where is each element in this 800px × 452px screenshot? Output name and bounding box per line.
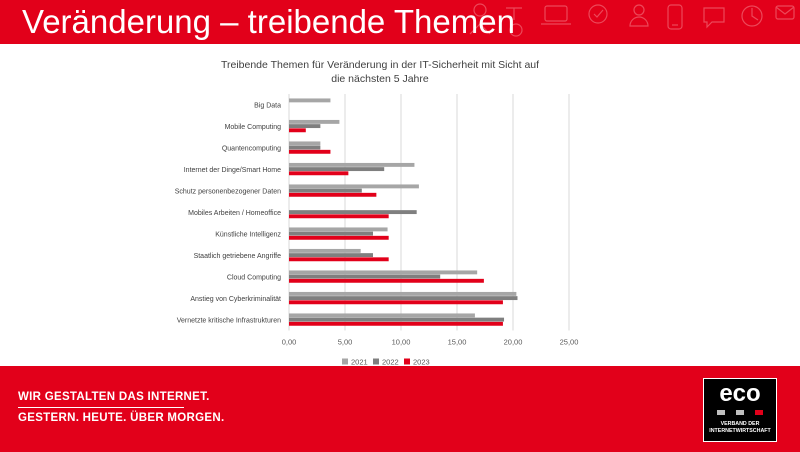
bar-2022 [289,274,441,279]
bar-chart: Treibende Themen für Veränderung in der … [175,59,579,367]
chart-title-line-2: die nächsten 5 Jahre [331,73,429,85]
tech-pattern-icon [469,3,795,37]
category-label: Internet der Dinge/Smart Home [184,167,281,174]
bar-2021 [289,98,331,103]
bar-2023 [289,257,389,262]
bar-2022 [289,124,321,129]
legend-swatch-2023 [404,358,410,365]
bar-2021 [289,270,478,275]
bar-2023 [289,235,389,240]
bar-2021 [289,119,340,124]
bar-2021 [289,313,475,318]
footer-bar: WIR GESTALTEN DAS INTERNET. GESTERN. HEU… [0,366,800,452]
bar-2023 [289,149,331,154]
bar-2022 [289,210,417,215]
bar-2023 [289,300,503,305]
category-label: Cloud Computing [227,274,281,281]
bar-2023 [289,214,389,219]
category-label: Mobile Computing [225,124,282,131]
bar-2021 [289,141,321,146]
logo-subtitle-line-1: VERBAND DER [720,421,760,427]
eco-logo[interactable]: eco VERBAND DER INTERNETWIRTSCHAFT [703,378,777,442]
bar-2022 [289,167,385,172]
category-label: Mobiles Arbeiten / Homeoffice [188,210,281,217]
legend-label: 2022 [382,358,399,367]
bar-2021 [289,248,361,253]
x-tick-label: 5,00 [338,338,353,347]
legend-swatch-2022 [373,358,379,365]
category-label: Künstliche Intelligenz [215,231,281,238]
legend-label: 2023 [413,358,430,367]
x-tick-label: 0,00 [282,338,297,347]
logo-dots [717,410,763,416]
bar-2023 [289,192,377,197]
bar-2022 [289,253,373,258]
bar-2022 [289,145,321,150]
slide-title: Veränderung – treibende Themen [22,3,515,40]
category-label: Staatlich getriebene Angriffe [194,253,282,260]
bar-2021 [289,184,419,189]
category-label: Big Data [254,102,281,109]
bar-2022 [289,296,518,301]
x-tick-label: 20,00 [504,338,523,347]
bar-2023 [289,171,349,176]
slogan-line-1: WIR GESTALTEN DAS INTERNET. [18,391,210,403]
legend-label: 2021 [351,358,368,367]
bar-2022 [289,317,505,322]
legend-swatch-2021 [342,358,348,365]
x-tick-label: 15,00 [448,338,467,347]
category-label: Vernetzte kritische Infrastrukturen [177,317,281,324]
logo-subtitle-line-2: INTERNETWIRTSCHAFT [709,428,771,434]
slogan-divider [18,407,184,408]
x-tick-label: 25,00 [560,338,579,347]
title-bar: Veränderung – treibende Themen [0,0,800,44]
slogan-line-2: GESTERN. HEUTE. ÜBER MORGEN. [18,412,225,424]
category-label: Quantencomputing [222,145,281,152]
category-label: Anstieg von Cyberkriminalität [190,296,281,303]
category-label: Schutz personenbezogener Daten [175,188,281,195]
chart-title-line-1: Treibende Themen für Veränderung in der … [221,59,539,71]
bar-2021 [289,227,388,232]
bar-2023 [289,278,484,283]
bar-2022 [289,231,373,236]
x-tick-label: 10,00 [392,338,411,347]
bar-2021 [289,162,415,167]
logo-wordmark: eco [719,380,761,407]
logo-subtitle: VERBAND DER INTERNETWIRTSCHAFT [704,421,776,435]
bar-2022 [289,188,362,193]
bar-2023 [289,321,503,326]
bar-2023 [289,128,306,133]
bar-2021 [289,291,517,296]
